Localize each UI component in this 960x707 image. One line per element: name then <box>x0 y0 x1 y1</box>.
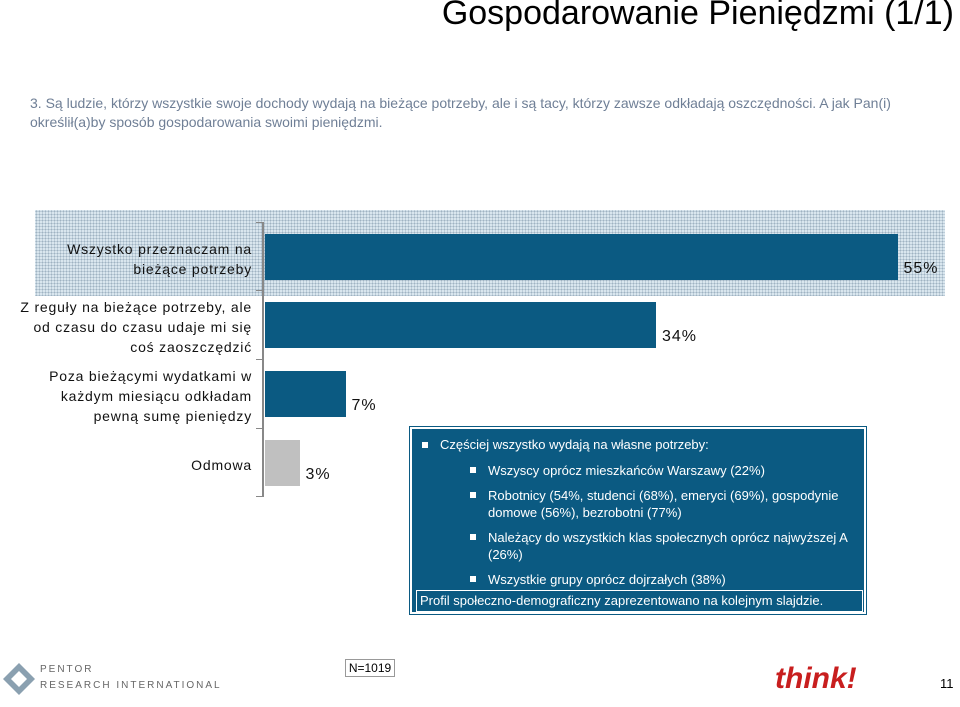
category-label: Z reguły na bieżące potrzeby, ale od cza… <box>20 299 252 355</box>
logo-text: PENTOR <box>40 664 94 675</box>
callout-item: Należący do wszystkich klas społecznych … <box>470 529 858 563</box>
logo-text: think! <box>775 662 857 695</box>
page-number: 11 <box>940 676 954 691</box>
callout-note: Profil społeczno-demograficzny zaprezent… <box>416 590 863 612</box>
bar <box>265 371 346 417</box>
callout-item: Wszystkie grupy oprócz dojrzałych (38%) <box>470 571 858 588</box>
callout-header: Częściej wszystko wydają na własne potrz… <box>422 437 709 452</box>
axis-tick <box>256 496 264 497</box>
callout: Częściej wszystko wydają na własne potrz… <box>409 426 867 615</box>
value-label: 34% <box>662 328 698 345</box>
bar <box>265 302 656 348</box>
value-label: 3% <box>305 466 331 483</box>
slide-title: Gospodarowanie Pieniędzmi (1/1) <box>441 0 954 32</box>
bar <box>265 234 898 280</box>
bar <box>265 440 300 486</box>
axis-tick <box>256 290 264 291</box>
axis-tick <box>256 359 264 360</box>
category-label: Poza bieżącymi wydatkami w każdym miesią… <box>49 368 252 424</box>
callout-item: Wszyscy oprócz mieszkańców Warszawy (22%… <box>470 462 858 479</box>
callout-item: Robotnicy (54%, studenci (68%), emeryci … <box>470 487 858 521</box>
sample-size: N=1019 <box>345 659 395 677</box>
category-label: Odmowa <box>191 457 252 473</box>
callout-list: Wszyscy oprócz mieszkańców Warszawy (22%… <box>470 462 858 596</box>
logo-text: RESEARCH INTERNATIONAL <box>40 680 222 691</box>
category-label: Wszystko przeznaczam na bieżące potrzeby <box>67 241 252 277</box>
value-label: 55% <box>903 260 939 277</box>
axis-tick <box>256 222 264 223</box>
question: 3. Są ludzie, którzy wszystkie swoje doc… <box>30 95 891 130</box>
value-label: 7% <box>351 397 377 414</box>
pentor-icon <box>3 663 35 695</box>
axis-tick <box>256 428 264 429</box>
